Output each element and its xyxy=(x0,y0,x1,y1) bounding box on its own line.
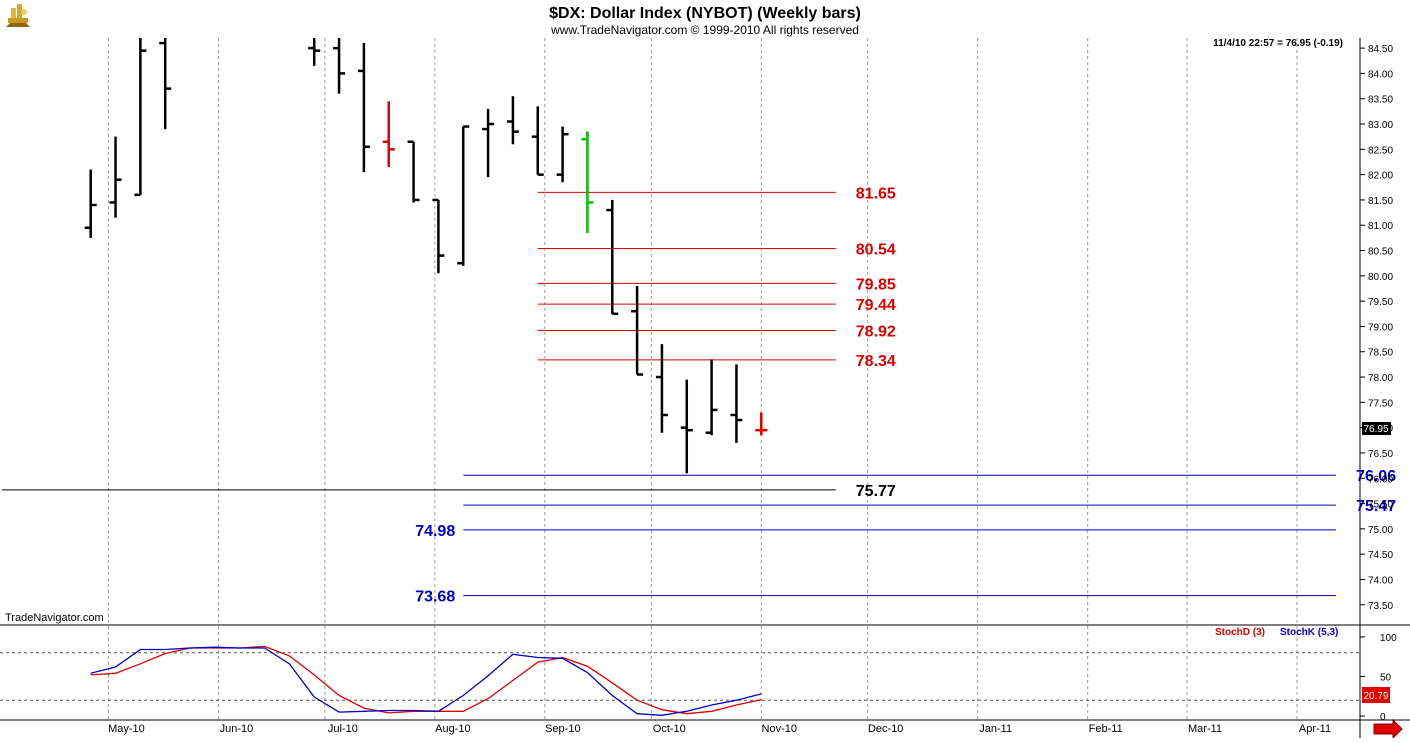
x-tick-label: Mar-11 xyxy=(1188,723,1222,735)
y-tick-label: 80.00 xyxy=(1368,272,1393,283)
ohlc-bar xyxy=(705,359,718,436)
stoch-y-tick-label: 0 xyxy=(1380,712,1386,723)
y-tick-label: 75.00 xyxy=(1368,525,1393,536)
tradenavigator-logo-icon xyxy=(6,4,30,27)
stoch-series-line xyxy=(90,646,762,716)
y-tick-label: 80.50 xyxy=(1368,247,1393,258)
ohlc-bar xyxy=(357,43,370,173)
y-tick-label: 74.50 xyxy=(1368,550,1393,561)
scroll-right-arrow-icon[interactable] xyxy=(1373,718,1403,740)
y-tick-label: 77.50 xyxy=(1368,398,1393,409)
ohlc-bar xyxy=(333,38,346,94)
x-tick-label: Jun-10 xyxy=(220,723,254,735)
level-label: 81.65 xyxy=(856,185,896,202)
stochastic-panel: 100 50 0 xyxy=(0,633,1397,723)
level-label: 79.44 xyxy=(856,297,896,314)
y-tick-label: 76.50 xyxy=(1368,449,1393,460)
x-tick-label: Feb-11 xyxy=(1089,723,1123,735)
x-tick-label: Nov-10 xyxy=(762,723,797,735)
x-tick-label: Apr-11 xyxy=(1299,723,1331,735)
y-tick-label: 79.00 xyxy=(1368,322,1393,333)
time-axis[interactable]: May-10 Jun-10 Jul-10 Aug-10 Sep-10 Oct-10 Nov-… xyxy=(108,723,1331,735)
last-price-marker: 76.95 xyxy=(1362,422,1391,435)
x-tick-label: Sep-10 xyxy=(545,723,580,735)
ohlc-bar xyxy=(109,136,122,218)
watermark-text: TradeNavigator.com xyxy=(5,612,104,624)
x-tick-label: Oct-10 xyxy=(653,723,686,735)
chart-title: $DX: Dollar Index (NYBOT) (Weekly bars) xyxy=(549,5,861,22)
ohlc-bar xyxy=(506,96,519,145)
level-label: 78.92 xyxy=(856,323,896,340)
price-bars xyxy=(84,38,768,474)
x-tick-label: Jan-11 xyxy=(979,723,1012,735)
y-tick-label: 83.00 xyxy=(1368,120,1393,131)
y-tick-label: 84.00 xyxy=(1368,69,1393,80)
stoch-y-tick-label: 50 xyxy=(1380,672,1392,683)
ohlc-bar xyxy=(730,364,743,443)
y-tick-label: 75.50 xyxy=(1368,500,1393,511)
stoch-series-line xyxy=(90,645,762,715)
ohlc-bar xyxy=(159,38,172,130)
ohlc-bar xyxy=(655,344,668,433)
y-tick-label: 74.00 xyxy=(1368,575,1393,586)
frames xyxy=(0,38,1410,738)
ohlc-bar xyxy=(581,131,594,233)
y-tick-label: 79.50 xyxy=(1368,297,1393,308)
y-tick-label: 82.50 xyxy=(1368,145,1393,156)
ohlc-bar xyxy=(457,125,470,266)
x-tick-label: Jul-10 xyxy=(328,723,358,735)
stoch-k-legend: StochK (5,3) xyxy=(1280,627,1338,638)
ohlc-bar xyxy=(606,199,619,316)
y-tick-label: 82.00 xyxy=(1368,171,1393,182)
level-label: 75.47 xyxy=(1356,498,1396,515)
stoch-last-value: 20.79 xyxy=(1363,691,1388,702)
y-tick-label: 73.50 xyxy=(1368,601,1393,612)
ohlc-bar xyxy=(382,101,395,168)
ohlc-bar xyxy=(556,126,569,183)
level-label: 73.68 xyxy=(415,589,455,606)
ohlc-bar xyxy=(482,108,495,178)
y-tick-label: 78.50 xyxy=(1368,348,1393,359)
level-label: 74.98 xyxy=(415,523,455,540)
y-tick-label: 78.00 xyxy=(1368,373,1393,384)
price-axis[interactable]: 84.50 84.00 83.50 83.00 82.50 82.00 81.50 81.00… xyxy=(1360,44,1393,612)
x-tick-label: May-10 xyxy=(108,723,145,735)
ohlc-bar xyxy=(755,412,768,436)
ohlc-bar xyxy=(680,379,693,474)
ohlc-bar xyxy=(84,169,97,238)
level-label: 79.85 xyxy=(856,276,896,293)
ohlc-bar xyxy=(631,285,644,376)
grid xyxy=(107,38,1298,720)
ohlc-bar xyxy=(134,38,147,197)
y-tick-label: 81.50 xyxy=(1368,196,1393,207)
ohlc-bar xyxy=(531,106,544,176)
level-label: 78.34 xyxy=(856,353,896,370)
stoch-y-tick-label: 100 xyxy=(1380,633,1397,644)
level-label: 76.06 xyxy=(1356,468,1396,485)
x-tick-label: Dec-10 xyxy=(868,723,903,735)
ohlc-bar xyxy=(432,198,445,274)
y-tick-label: 81.00 xyxy=(1368,221,1393,232)
quote-readout: 11/4/10 22:57 = 76.95 (-0.19) xyxy=(1213,38,1343,49)
y-tick-label: 84.50 xyxy=(1368,44,1393,55)
level-label: 75.77 xyxy=(856,483,896,500)
x-tick-label: Aug-10 xyxy=(435,723,470,735)
last-price-label: 76.95 xyxy=(1363,424,1388,435)
stoch-d-legend: StochD (3) xyxy=(1215,627,1265,638)
stoch-last-marker: 20.79 xyxy=(1362,687,1390,703)
ohlc-bar xyxy=(308,38,321,66)
level-label: 80.54 xyxy=(856,242,896,259)
y-tick-label: 76.00 xyxy=(1368,474,1393,485)
y-tick-label: 83.50 xyxy=(1368,95,1393,106)
price-levels: 81.65 80.54 79.85 79.44 78.92 78.34 76.06 75.77… xyxy=(2,185,1396,606)
ohlc-bar xyxy=(407,140,420,203)
copyright-text: www.TradeNavigator.com © 1999-2010 All r… xyxy=(550,23,859,37)
